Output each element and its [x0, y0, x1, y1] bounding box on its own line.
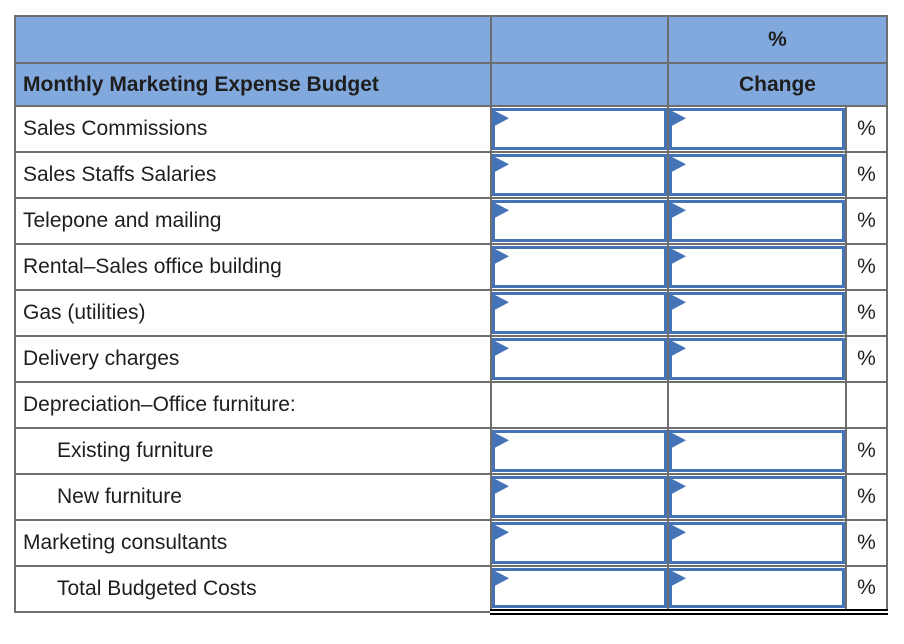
amount-input[interactable]	[493, 522, 666, 564]
row-label: Sales Commissions	[14, 105, 492, 153]
table-row-total: Total Budgeted Costs %	[14, 565, 888, 615]
percent-unit: %	[845, 427, 888, 475]
header-blank-cell	[14, 15, 492, 64]
pct-change-input[interactable]	[670, 430, 844, 472]
amount-input[interactable]	[493, 108, 666, 150]
flag-icon	[672, 433, 686, 448]
percent-unit: %	[845, 565, 888, 615]
flag-icon	[495, 525, 509, 540]
percent-unit: %	[845, 473, 888, 521]
row-label: Total Budgeted Costs	[14, 565, 492, 613]
empty-cell	[845, 381, 888, 429]
row-label: Telepone and mailing	[14, 197, 492, 245]
header-blank-cell	[490, 62, 669, 107]
header-percent: %	[667, 15, 888, 64]
pct-change-input[interactable]	[670, 200, 844, 242]
percent-unit: %	[845, 105, 888, 153]
row-label: Rental–Sales office building	[14, 243, 492, 291]
row-label: Marketing consultants	[14, 519, 492, 567]
amount-input[interactable]	[493, 476, 666, 518]
row-label: Depreciation–Office furniture:	[14, 381, 492, 429]
percent-unit: %	[845, 243, 888, 291]
pct-change-input[interactable]	[670, 292, 844, 334]
row-label: Existing furniture	[14, 427, 492, 475]
flag-icon	[495, 295, 509, 310]
percent-unit: %	[845, 289, 888, 337]
flag-icon	[495, 111, 509, 126]
row-label: Delivery charges	[14, 335, 492, 383]
flag-icon	[672, 111, 686, 126]
table-row: Sales Staffs Salaries %	[14, 151, 888, 199]
flag-icon	[495, 571, 509, 586]
table-row: Sales Commissions %	[14, 105, 888, 153]
amount-input[interactable]	[493, 568, 666, 606]
pct-change-input[interactable]	[670, 246, 844, 288]
pct-change-input[interactable]	[670, 338, 844, 380]
table-row: Telepone and mailing %	[14, 197, 888, 245]
header-change: Change	[667, 62, 888, 107]
row-label: New furniture	[14, 473, 492, 521]
table-row: Delivery charges %	[14, 335, 888, 383]
pct-change-input[interactable]	[670, 522, 844, 564]
flag-icon	[672, 341, 686, 356]
table-title: Monthly Marketing Expense Budget	[14, 62, 492, 107]
budget-table: % Monthly Marketing Expense Budget Chang…	[14, 15, 888, 615]
flag-icon	[672, 249, 686, 264]
flag-icon	[672, 479, 686, 494]
table-row: Gas (utilities) %	[14, 289, 888, 337]
flag-icon	[495, 433, 509, 448]
empty-cell	[667, 381, 847, 429]
pct-change-input[interactable]	[670, 154, 844, 196]
flag-icon	[672, 571, 686, 586]
table-row: Depreciation–Office furniture:	[14, 381, 888, 429]
flag-icon	[495, 341, 509, 356]
flag-icon	[495, 203, 509, 218]
pct-change-input[interactable]	[670, 568, 844, 606]
flag-icon	[672, 203, 686, 218]
table-row: Rental–Sales office building %	[14, 243, 888, 291]
amount-input[interactable]	[493, 246, 666, 288]
header-blank-cell	[490, 15, 669, 64]
amount-input[interactable]	[493, 292, 666, 334]
table-row: Marketing consultants %	[14, 519, 888, 567]
amount-input[interactable]	[493, 200, 666, 242]
header-row-1: %	[14, 15, 888, 64]
table-row: Existing furniture %	[14, 427, 888, 475]
flag-icon	[672, 525, 686, 540]
percent-unit: %	[845, 335, 888, 383]
pct-change-input[interactable]	[670, 476, 844, 518]
percent-unit: %	[845, 151, 888, 199]
percent-unit: %	[845, 519, 888, 567]
flag-icon	[495, 157, 509, 172]
amount-input[interactable]	[493, 338, 666, 380]
header-row-2: Monthly Marketing Expense Budget Change	[14, 62, 888, 107]
amount-input[interactable]	[493, 154, 666, 196]
row-label: Sales Staffs Salaries	[14, 151, 492, 199]
page: % Monthly Marketing Expense Budget Chang…	[14, 15, 888, 615]
row-label: Gas (utilities)	[14, 289, 492, 337]
pct-change-input[interactable]	[670, 108, 844, 150]
flag-icon	[495, 479, 509, 494]
empty-cell	[490, 381, 669, 429]
flag-icon	[495, 249, 509, 264]
amount-input[interactable]	[493, 430, 666, 472]
table-row: New furniture %	[14, 473, 888, 521]
flag-icon	[672, 295, 686, 310]
percent-unit: %	[845, 197, 888, 245]
flag-icon	[672, 157, 686, 172]
